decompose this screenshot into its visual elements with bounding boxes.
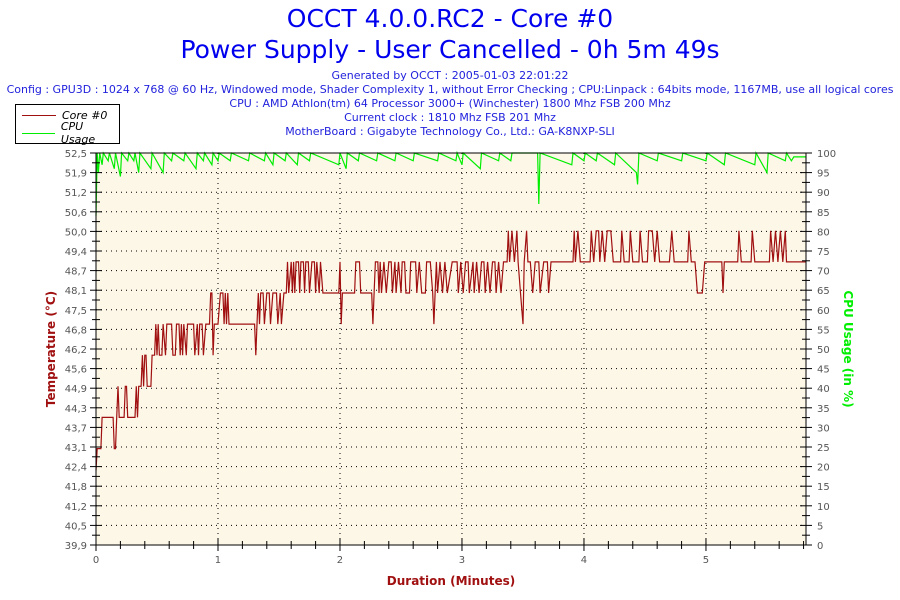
y-tick-label: 42,4 [65, 463, 87, 474]
series-line-core-0 [95, 230, 806, 471]
y-tick-label: 51,9 [65, 169, 87, 180]
y2-tick-label: 5 [817, 521, 823, 532]
legend-label: CPU Usage [60, 120, 96, 146]
y2-tick-label: 85 [817, 208, 830, 219]
info-cpu: CPU : AMD Athlon(tm) 64 Processor 3000+ … [229, 97, 671, 110]
y-tick-label: 49,4 [65, 247, 87, 258]
y2-tick-label: 40 [817, 384, 830, 395]
y2-tick-label: 65 [817, 286, 830, 297]
info-config: Config : GPU3D : 1024 x 768 @ 60 Hz, Win… [6, 83, 894, 96]
y-tick-label: 40,5 [65, 521, 87, 532]
x-tick-label: 3 [459, 555, 465, 566]
y-axis-label: Temperature (°C) [44, 291, 58, 407]
y-tick-label: 50,6 [65, 208, 87, 219]
y-tick-label: 44,9 [65, 384, 87, 395]
info-clock: Current clock : 1810 Mhz FSB 201 Mhz [344, 111, 556, 124]
x-tick-label: 2 [337, 555, 343, 566]
legend-item-cpu-usage: CPU Usage [16, 120, 119, 146]
x-tick-label: 1 [215, 555, 221, 566]
y-tick-label: 44,3 [65, 404, 87, 415]
y2-tick-label: 50 [817, 345, 830, 356]
y2-tick-label: 70 [817, 267, 830, 278]
chart-title: OCCT 4.0.0.RC2 - Core #0 [286, 4, 614, 33]
y2-tick-label: 35 [817, 404, 830, 415]
y2-tick-label: 75 [817, 247, 830, 258]
y-tick-label: 43,7 [65, 423, 87, 434]
y-tick-label: 50,0 [65, 227, 87, 238]
chart-subtitle: Power Supply - User Cancelled - 0h 5m 49… [180, 35, 720, 64]
x-axis-label: Duration (Minutes) [387, 574, 515, 588]
y-tick-label: 47,5 [65, 306, 87, 317]
y-tick-label: 39,9 [65, 541, 87, 552]
y2-tick-label: 15 [817, 482, 830, 493]
x-tick-label: 4 [581, 555, 587, 566]
y2-tick-label: 30 [817, 423, 830, 434]
y-tick-label: 43,1 [65, 443, 87, 454]
y-tick-label: 41,8 [65, 482, 87, 493]
legend-item-core0: Core #0 [16, 107, 107, 123]
y-tick-label: 48,1 [65, 286, 87, 297]
y-tick-label: 51,2 [65, 188, 87, 199]
y2-tick-label: 95 [817, 169, 830, 180]
y2-tick-label: 100 [817, 149, 836, 160]
legend-swatch-cpu-usage [22, 132, 55, 134]
info-generated: Generated by OCCT : 2005-01-03 22:01:22 [331, 69, 569, 82]
info-motherboard: MotherBoard : Gigabyte Technology Co., L… [285, 125, 615, 138]
y-tick-label: 52,5 [65, 149, 87, 160]
x-tick-label: 5 [703, 555, 709, 566]
y-tick-label: 46,2 [65, 345, 87, 356]
y2-tick-label: 55 [817, 325, 830, 336]
legend: Core #0 CPU Usage [15, 104, 120, 146]
y-tick-label: 45,6 [65, 365, 87, 376]
y-tick-label: 48,7 [65, 267, 87, 278]
y2-tick-label: 10 [817, 502, 830, 513]
y2-tick-label: 0 [817, 541, 823, 552]
legend-label: Core #0 [62, 108, 108, 122]
y-tick-label: 46,8 [65, 325, 87, 336]
y2-tick-label: 80 [817, 227, 830, 238]
y2-axis-label: CPU Usage (in %) [841, 290, 855, 407]
legend-swatch-core0 [22, 114, 56, 116]
y2-tick-label: 25 [817, 443, 830, 454]
y2-tick-label: 90 [817, 188, 830, 199]
y2-tick-label: 60 [817, 306, 830, 317]
y2-tick-label: 45 [817, 365, 830, 376]
x-tick-label: 0 [93, 555, 99, 566]
y-tick-label: 41,2 [65, 502, 87, 513]
y2-tick-label: 20 [817, 463, 830, 474]
